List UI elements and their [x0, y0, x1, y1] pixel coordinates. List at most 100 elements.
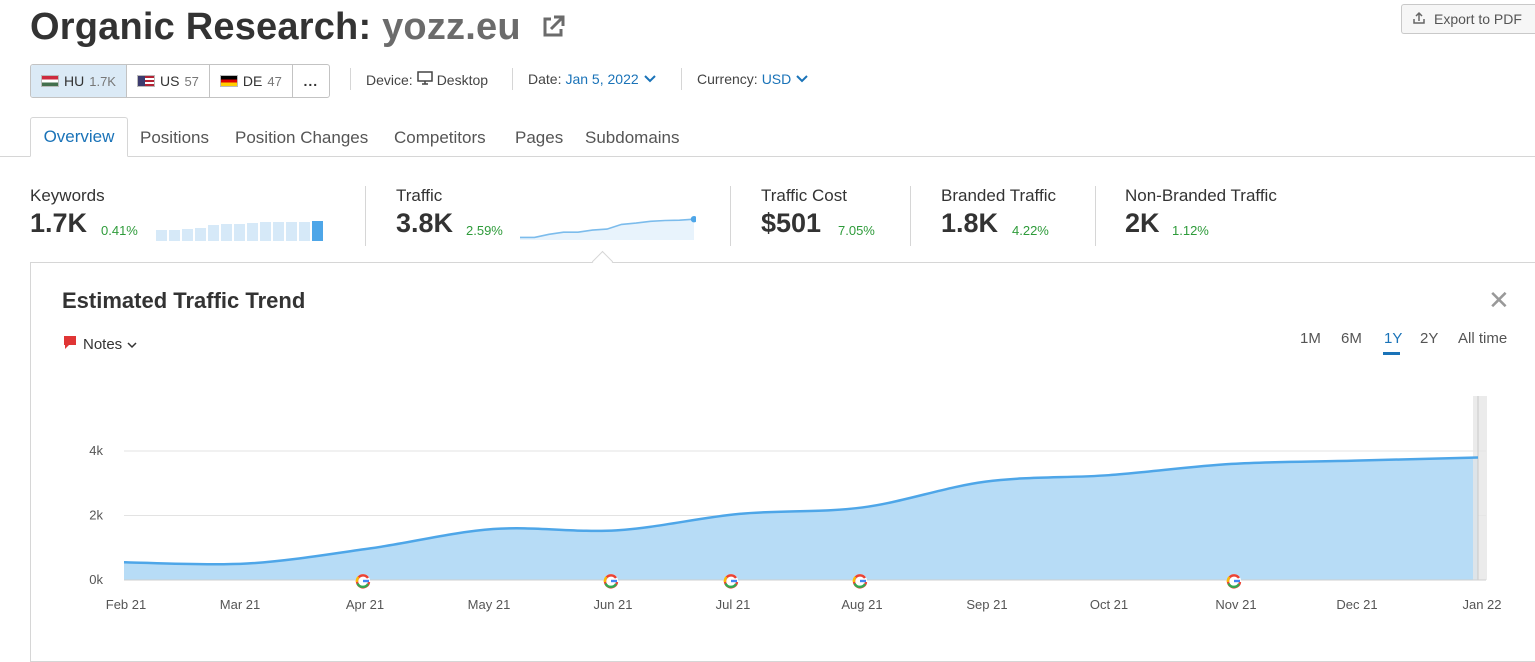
google-update-icon[interactable] — [355, 574, 371, 589]
keyword-trend-bar — [299, 222, 310, 241]
db-us-button[interactable]: US 57 — [127, 65, 210, 97]
chevron-down-icon — [127, 336, 137, 353]
tab-subdomains[interactable]: Subdomains — [585, 128, 680, 147]
traffic-change: 2.59% — [466, 223, 503, 238]
tab-competitors[interactable]: Competitors — [394, 128, 486, 147]
keywords-change: 0.41% — [101, 223, 138, 238]
tab-position-changes[interactable]: Position Changes — [235, 128, 369, 147]
keyword-trend-bar — [182, 229, 193, 241]
keywords-trend-bars[interactable] — [156, 217, 328, 241]
traffic-value[interactable]: 3.8K — [396, 208, 454, 238]
chevron-down-icon — [795, 71, 809, 87]
range-1y[interactable]: 1Y — [1384, 330, 1403, 347]
google-update-icon[interactable] — [852, 574, 868, 589]
notes-label: Notes — [83, 335, 123, 353]
x-tick-label: Mar 21 — [220, 597, 260, 612]
traffic-area-fill — [124, 457, 1478, 580]
x-tick-label: Jul 21 — [716, 597, 751, 612]
domain-name[interactable]: yozz.eu — [382, 6, 521, 48]
db-de-button[interactable]: DE 47 — [210, 65, 293, 97]
x-tick-label: Nov 21 — [1215, 597, 1256, 612]
currency-filter[interactable]: Currency: USD — [697, 71, 809, 87]
tab-positions[interactable]: Positions — [140, 128, 209, 147]
device-filter[interactable]: Device: Desktop — [366, 71, 488, 88]
keyword-trend-bar — [247, 223, 258, 241]
db-count: 47 — [267, 73, 282, 89]
keywords-value[interactable]: 1.7K — [30, 208, 88, 238]
traffic-trend-chart[interactable]: 0k 2k 4k Feb 21 Mar 21 Apr 21 May 21 Jun 21 Jul … — [0, 390, 1535, 643]
branded-traffic-value[interactable]: 1.8K — [941, 208, 999, 238]
currency-value: USD — [761, 71, 792, 87]
range-6m[interactable]: 6M — [1341, 330, 1362, 347]
divider — [512, 68, 513, 90]
keyword-trend-bar — [156, 230, 167, 241]
tab-pages[interactable]: Pages — [515, 128, 564, 147]
branded-traffic-change: 4.22% — [1012, 223, 1049, 238]
device-value: Desktop — [436, 71, 489, 88]
x-tick-label: Jan 22 — [1462, 597, 1501, 612]
divider — [350, 68, 351, 90]
metric-divider — [1095, 186, 1096, 246]
db-code: HU — [64, 73, 85, 89]
keyword-trend-bar — [312, 221, 323, 241]
y-tick-label: 2k — [89, 508, 103, 523]
x-tick-label: May 21 — [468, 597, 511, 612]
google-update-icon[interactable] — [1226, 574, 1242, 589]
close-icon[interactable]: ✕ — [1488, 285, 1510, 315]
external-link-icon[interactable] — [540, 7, 566, 50]
export-icon — [1412, 11, 1426, 28]
sparkline-line — [520, 218, 695, 239]
db-hu-button[interactable]: HU 1.7K — [31, 65, 127, 97]
export-pdf-button[interactable]: Export to PDF — [1401, 4, 1535, 34]
metric-divider — [365, 186, 366, 246]
traffic-cost-label[interactable]: Traffic Cost — [761, 186, 847, 205]
traffic-cost-value[interactable]: $501 — [761, 208, 822, 238]
non-branded-traffic-label[interactable]: Non-Branded Traffic — [1125, 186, 1277, 205]
more-databases-button[interactable]: ... — [303, 73, 319, 89]
traffic-sparkline[interactable] — [518, 212, 696, 242]
non-branded-traffic-value[interactable]: 2K — [1125, 208, 1160, 238]
db-count: 1.7K — [89, 73, 116, 89]
traffic-line — [123, 456, 1479, 566]
page-title-prefix: Organic Research: — [30, 6, 372, 48]
keyword-trend-bar — [221, 224, 232, 241]
db-code: DE — [242, 73, 263, 89]
range-all-time[interactable]: All time — [1458, 330, 1508, 347]
metric-divider — [910, 186, 911, 246]
branded-traffic-label[interactable]: Branded Traffic — [941, 186, 1056, 205]
google-update-icon[interactable] — [723, 574, 739, 589]
x-tick-label: Feb 21 — [106, 597, 146, 612]
non-branded-traffic-change: 1.12% — [1172, 223, 1209, 238]
y-tick-label: 4k — [89, 443, 103, 458]
keyword-trend-bar — [234, 224, 245, 241]
keyword-trend-bar — [169, 230, 180, 241]
keyword-trend-bar — [208, 225, 219, 241]
export-label: Export to PDF — [1434, 11, 1522, 27]
keyword-trend-bar — [286, 222, 297, 241]
traffic-label[interactable]: Traffic — [396, 186, 443, 205]
metric-divider — [730, 186, 731, 246]
x-tick-label: Sep 21 — [966, 597, 1007, 612]
keywords-label[interactable]: Keywords — [30, 186, 105, 205]
date-label: Date: — [528, 71, 562, 87]
google-update-icon[interactable] — [603, 574, 619, 589]
notes-dropdown[interactable]: Notes — [62, 334, 137, 354]
sparkline-endpoint — [690, 216, 696, 223]
db-count: 57 — [184, 73, 199, 89]
keyword-trend-bar — [195, 228, 206, 241]
x-tick-label: Jun 21 — [593, 597, 632, 612]
tabs-divider — [0, 156, 1535, 157]
range-2y[interactable]: 2Y — [1420, 330, 1439, 347]
page-title: Organic Research: yozz.eu — [30, 6, 566, 50]
tab-overview[interactable]: Overview — [30, 117, 128, 157]
traffic-cost-change: 7.05% — [838, 223, 875, 238]
range-1m[interactable]: 1M — [1300, 330, 1321, 347]
hungary-flag-icon — [41, 75, 59, 87]
date-filter[interactable]: Date: Jan 5, 2022 — [528, 71, 657, 87]
db-code: US — [159, 73, 180, 89]
keyword-trend-bar — [273, 222, 284, 241]
range-active-indicator — [1383, 352, 1400, 355]
chevron-down-icon — [643, 71, 657, 87]
device-label: Device: — [366, 71, 413, 88]
x-tick-label: Apr 21 — [346, 597, 384, 612]
